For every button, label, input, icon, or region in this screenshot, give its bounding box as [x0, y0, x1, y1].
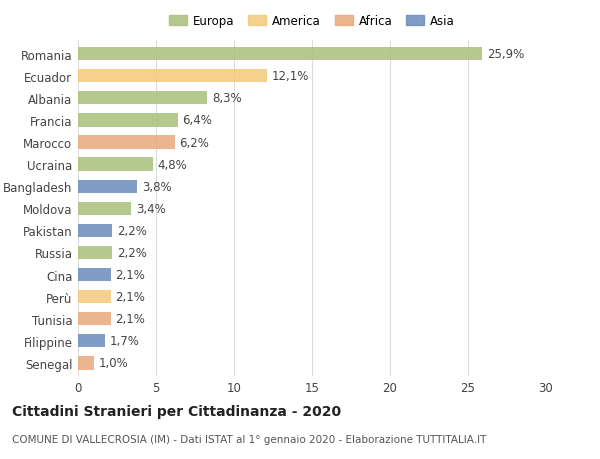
Legend: Europa, America, Africa, Asia: Europa, America, Africa, Asia	[164, 11, 460, 33]
Text: 12,1%: 12,1%	[271, 70, 309, 83]
Text: 25,9%: 25,9%	[487, 48, 524, 61]
Text: 6,4%: 6,4%	[182, 114, 212, 127]
Bar	[78, 224, 112, 237]
Text: 3,8%: 3,8%	[142, 180, 172, 193]
Text: 2,1%: 2,1%	[115, 313, 145, 325]
Text: 2,2%: 2,2%	[117, 246, 147, 259]
Text: 2,2%: 2,2%	[117, 224, 147, 237]
Text: 1,0%: 1,0%	[98, 357, 128, 369]
Text: 4,8%: 4,8%	[158, 158, 187, 171]
Bar	[78, 70, 267, 83]
Bar	[78, 114, 178, 127]
Bar	[78, 246, 112, 259]
Bar	[78, 202, 131, 215]
Text: 2,1%: 2,1%	[115, 269, 145, 281]
Bar	[78, 136, 175, 149]
Bar	[78, 291, 111, 304]
Bar	[78, 158, 153, 171]
Text: 2,1%: 2,1%	[115, 291, 145, 303]
Bar	[78, 92, 208, 105]
Bar	[78, 180, 137, 193]
Bar	[78, 313, 111, 326]
Bar	[78, 48, 482, 61]
Text: 6,2%: 6,2%	[179, 136, 209, 149]
Text: COMUNE DI VALLECROSIA (IM) - Dati ISTAT al 1° gennaio 2020 - Elaborazione TUTTIT: COMUNE DI VALLECROSIA (IM) - Dati ISTAT …	[12, 434, 487, 444]
Text: 1,7%: 1,7%	[109, 335, 139, 347]
Bar	[78, 357, 94, 370]
Text: Cittadini Stranieri per Cittadinanza - 2020: Cittadini Stranieri per Cittadinanza - 2…	[12, 404, 341, 418]
Bar	[78, 335, 104, 348]
Text: 8,3%: 8,3%	[212, 92, 242, 105]
Text: 3,4%: 3,4%	[136, 202, 166, 215]
Bar	[78, 269, 111, 281]
